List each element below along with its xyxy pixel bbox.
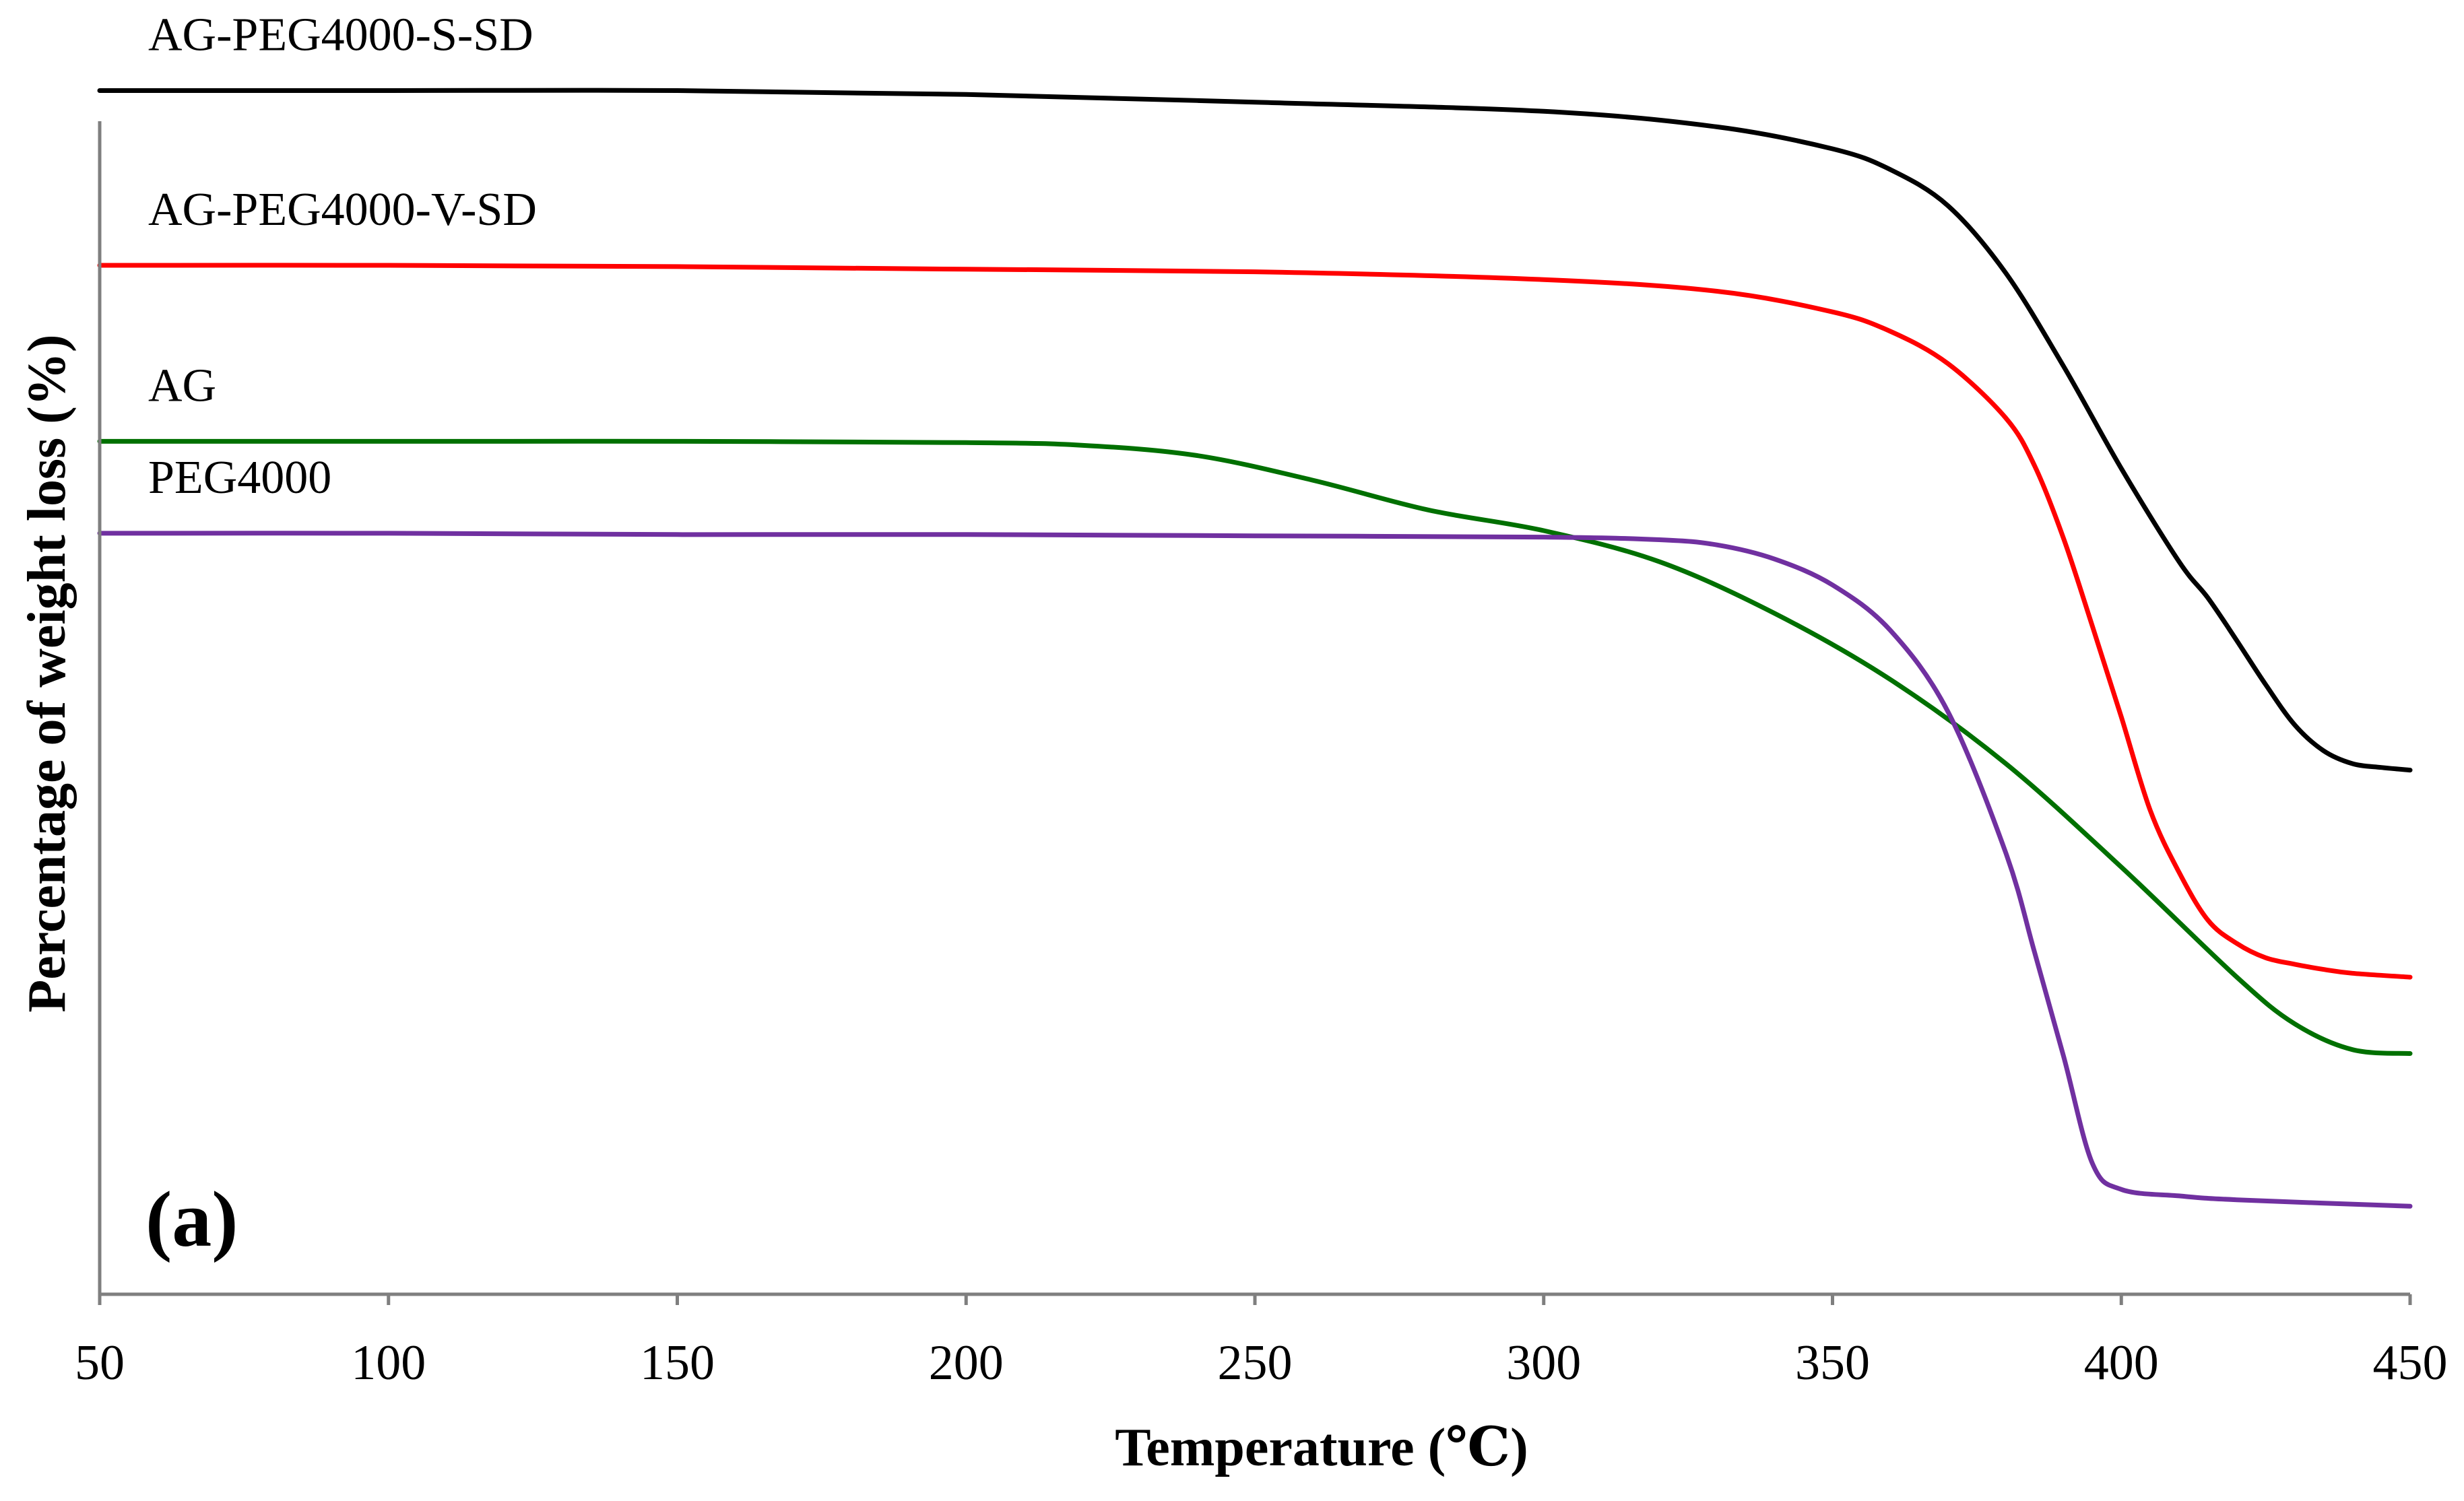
series-label-ag-peg4000-s-sd: AG-PEG4000-S-SD <box>148 9 533 61</box>
x-tick-label: 200 <box>929 1335 1004 1391</box>
series-layer <box>97 88 2413 1209</box>
x-tick-label: 150 <box>640 1335 715 1391</box>
x-tick-label: 400 <box>2084 1335 2159 1391</box>
x-tick-label: 50 <box>75 1335 125 1391</box>
series-line-peg4000 <box>97 531 2413 1209</box>
x-tick-label: 350 <box>1795 1335 1870 1391</box>
x-tick-label: 100 <box>351 1335 426 1391</box>
x-tick-label: 250 <box>1218 1335 1293 1391</box>
x-axis-title: Temperature (℃) <box>1115 1418 1528 1477</box>
y-axis-title: Percentage of weight loss (%) <box>18 334 77 1012</box>
series-line-ag-peg4000-v-sd <box>97 263 2413 980</box>
panel-label: (a) <box>145 1175 238 1263</box>
x-tick-layer: 50 100 150 200 250 300 350 400 450 <box>75 1294 2448 1391</box>
series-line-ag-peg4000-s-sd <box>97 88 2413 773</box>
x-tick-label: 300 <box>1506 1335 1581 1391</box>
x-tick-label: 450 <box>2373 1335 2448 1391</box>
series-line-ag <box>97 438 2413 1056</box>
series-label-ag: AG <box>148 360 216 411</box>
series-label-layer: AG-PEG4000-S-SD AG-PEG4000-V-SD AG PEG4000 <box>148 9 537 504</box>
series-label-ag-peg4000-v-sd: AG-PEG4000-V-SD <box>148 184 537 236</box>
series-label-peg4000: PEG4000 <box>148 452 331 504</box>
